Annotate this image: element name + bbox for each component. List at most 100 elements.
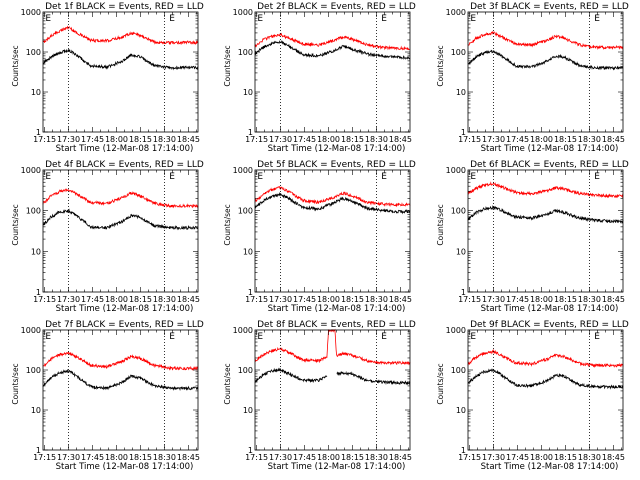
x-tick-label: 17:30 <box>482 295 505 304</box>
y-tick-label: 1 <box>461 128 466 137</box>
x-tick-label: 18:00 <box>317 135 340 144</box>
x-axis-label: Start Time (12-Mar-08 17:14:00) <box>481 462 619 472</box>
x-axis-label: Start Time (12-Mar-08 17:14:00) <box>56 462 194 472</box>
x-tick-label: 18:45 <box>177 135 200 144</box>
y-axis-label: Counts/sec <box>436 204 445 245</box>
y-tick-label: 10 <box>456 406 466 415</box>
y-tick-label: 1 <box>461 446 466 455</box>
e-marker-label: E <box>45 332 51 342</box>
x-tick-label: 17:30 <box>269 135 292 144</box>
e-marker-label: E <box>470 14 476 24</box>
x-tick-label: 18:15 <box>554 295 577 304</box>
e-marker-label: E <box>594 172 600 182</box>
plot-frame <box>467 169 624 293</box>
events-series-line <box>42 208 199 231</box>
x-tick-label: 17:30 <box>269 295 292 304</box>
x-tick-label: 17:15 <box>33 453 56 462</box>
lld-series-line <box>42 25 199 46</box>
x-tick-label: 18:45 <box>389 135 412 144</box>
y-tick-label: 1000 <box>446 166 466 175</box>
x-tick-label: 18:15 <box>554 453 577 462</box>
x-tick-label: 17:30 <box>269 453 292 462</box>
y-tick-label: 1000 <box>21 326 41 335</box>
x-tick-label: 18:30 <box>578 453 601 462</box>
y-tick-label: 1000 <box>21 166 41 175</box>
y-axis-label: Counts/sec <box>223 204 232 245</box>
x-tick-label: 18:15 <box>341 295 364 304</box>
x-tick-label: 18:45 <box>389 295 412 304</box>
x-tick-label: 17:45 <box>81 135 104 144</box>
plot-frame <box>42 329 199 451</box>
y-tick-label: 100 <box>451 366 466 375</box>
lld-series-line <box>467 181 624 199</box>
detector-panel-2: Det 2f BLACK = Events, RED = LLD E E 1 10 100… <box>223 2 416 154</box>
x-tick-label: 17:15 <box>33 135 56 144</box>
x-tick-label: 18:30 <box>153 453 176 462</box>
detector-panel-8: Det 8f BLACK = Events, RED = LLD E E 1 10 100… <box>223 320 416 472</box>
x-axis-label: Start Time (12-Mar-08 17:14:00) <box>56 144 194 154</box>
x-tick-label: 18:45 <box>177 295 200 304</box>
panel-title: Det 7f BLACK = Events, RED = LLD <box>45 320 204 330</box>
e-marker-label: E <box>45 14 51 24</box>
x-tick-label: 18:15 <box>341 135 364 144</box>
y-tick-label: 1 <box>36 128 41 137</box>
y-axis-label: Counts/sec <box>11 204 20 245</box>
y-tick-label: 10 <box>31 88 41 97</box>
plot-frame <box>42 169 199 293</box>
x-tick-label: 17:45 <box>293 135 316 144</box>
detector-panel-7: Det 7f BLACK = Events, RED = LLD E E 1 10 100… <box>11 320 204 472</box>
panel-title: Det 2f BLACK = Events, RED = LLD <box>257 2 416 12</box>
x-tick-label: 17:45 <box>81 295 104 304</box>
y-axis-label: Counts/sec <box>436 363 445 404</box>
detector-panel-4: Det 4f BLACK = Events, RED = LLD E E 1 10 100… <box>11 160 204 314</box>
events-series-line <box>467 368 624 390</box>
e-marker-label: E <box>45 172 51 182</box>
lld-series-line <box>42 351 199 372</box>
panel-title: Det 4f BLACK = Events, RED = LLD <box>45 160 204 170</box>
x-tick-label: 17:45 <box>506 453 529 462</box>
y-axis-label: Counts/sec <box>11 45 20 86</box>
y-tick-label: 100 <box>451 207 466 216</box>
x-tick-label: 17:15 <box>245 295 268 304</box>
x-tick-label: 18:15 <box>129 295 152 304</box>
y-tick-label: 10 <box>243 406 253 415</box>
events-series-line <box>467 204 624 224</box>
plot-frame <box>467 11 624 133</box>
x-tick-label: 17:15 <box>458 453 481 462</box>
x-tick-label: 17:15 <box>245 453 268 462</box>
y-axis-label: Counts/sec <box>223 363 232 404</box>
y-axis-label: Counts/sec <box>11 363 20 404</box>
y-axis-label: Counts/sec <box>436 45 445 86</box>
lld-series-line <box>467 30 624 51</box>
x-axis-label: Start Time (12-Mar-08 17:14:00) <box>56 304 194 314</box>
e-marker-label: E <box>257 332 263 342</box>
panel-title: Det 9f BLACK = Events, RED = LLD <box>470 320 629 330</box>
events-series-line <box>42 48 199 71</box>
e-marker-label: E <box>470 332 476 342</box>
x-axis-label: Start Time (12-Mar-08 17:14:00) <box>481 144 619 154</box>
x-tick-label: 18:45 <box>602 453 625 462</box>
panel-title: Det 5f BLACK = Events, RED = LLD <box>257 160 416 170</box>
x-tick-label: 18:30 <box>365 135 388 144</box>
lld-series-line <box>467 348 624 368</box>
e-marker-label: E <box>381 332 387 342</box>
x-tick-label: 18:00 <box>317 453 340 462</box>
y-tick-label: 100 <box>238 48 253 57</box>
x-tick-label: 17:15 <box>458 135 481 144</box>
x-tick-label: 18:30 <box>365 453 388 462</box>
x-tick-label: 18:45 <box>389 453 412 462</box>
x-tick-label: 18:45 <box>602 295 625 304</box>
x-tick-label: 18:15 <box>341 453 364 462</box>
x-axis-label: Start Time (12-Mar-08 17:14:00) <box>268 462 406 472</box>
x-tick-label: 17:30 <box>57 453 80 462</box>
x-tick-label: 17:45 <box>506 295 529 304</box>
lld-series-line <box>42 188 199 209</box>
x-tick-label: 18:00 <box>530 135 553 144</box>
x-tick-label: 18:00 <box>105 135 128 144</box>
x-tick-label: 17:15 <box>245 135 268 144</box>
y-tick-label: 100 <box>238 366 253 375</box>
y-tick-label: 1000 <box>233 326 253 335</box>
panel-title: Det 6f BLACK = Events, RED = LLD <box>470 160 629 170</box>
e-marker-label: E <box>381 172 387 182</box>
